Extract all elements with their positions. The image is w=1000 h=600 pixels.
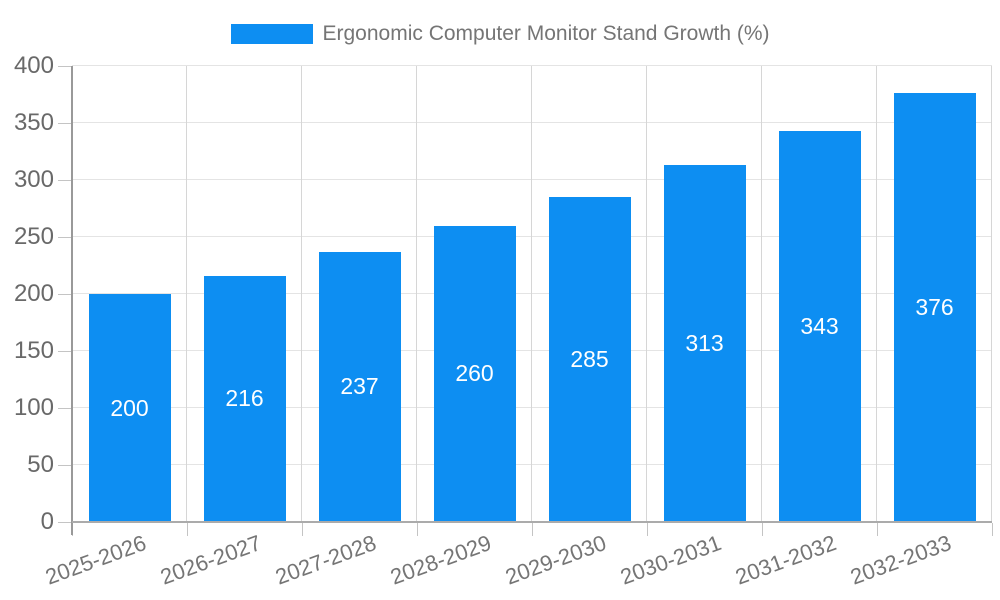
x-axis-category-label: 2032-2033 bbox=[847, 530, 955, 590]
legend: Ergonomic Computer Monitor Stand Growth … bbox=[0, 21, 1000, 47]
legend-item[interactable]: Ergonomic Computer Monitor Stand Growth … bbox=[230, 21, 770, 47]
x-axis-category-label: 2029-2030 bbox=[502, 530, 610, 590]
y-axis-tick bbox=[58, 237, 72, 238]
y-axis-tick bbox=[58, 294, 72, 295]
y-axis-line bbox=[71, 66, 73, 535]
y-axis-tick bbox=[58, 465, 72, 466]
x-axis-tick bbox=[762, 523, 763, 536]
x-gridline bbox=[186, 66, 187, 522]
bar[interactable]: 260 bbox=[433, 225, 516, 522]
bar-value-label: 237 bbox=[340, 373, 379, 400]
plot-area: 200 216 237 260 285 313 343 376 bbox=[72, 65, 992, 522]
x-axis-tick bbox=[647, 523, 648, 536]
x-axis-category-label: 2026-2027 bbox=[157, 530, 265, 590]
y-gridline bbox=[72, 65, 992, 66]
y-axis-tick-label: 250 bbox=[13, 223, 54, 250]
x-gridline bbox=[531, 66, 532, 522]
x-axis-category-label: 2031-2032 bbox=[732, 530, 840, 590]
bar-value-label: 285 bbox=[570, 346, 609, 373]
bar[interactable]: 313 bbox=[663, 165, 746, 522]
bar-value-label: 260 bbox=[455, 360, 494, 387]
x-axis-tick bbox=[532, 523, 533, 536]
x-axis-category-label: 2028-2029 bbox=[387, 530, 495, 590]
bar-value-label: 376 bbox=[915, 294, 954, 321]
y-gridline bbox=[72, 179, 992, 180]
bar[interactable]: 343 bbox=[778, 130, 861, 522]
y-axis-tick-label: 300 bbox=[13, 166, 54, 193]
y-axis-tick bbox=[58, 180, 72, 181]
y-axis-tick-label: 200 bbox=[13, 280, 54, 307]
y-gridline bbox=[72, 236, 992, 237]
x-gridline bbox=[646, 66, 647, 522]
bar-value-label: 343 bbox=[800, 312, 839, 339]
bar[interactable]: 216 bbox=[203, 275, 286, 522]
x-axis-line bbox=[72, 521, 992, 523]
bar[interactable]: 237 bbox=[318, 251, 401, 522]
y-gridline bbox=[72, 350, 992, 351]
bar-value-label: 216 bbox=[225, 385, 264, 412]
bar-value-label: 200 bbox=[110, 394, 149, 421]
x-axis-tick bbox=[187, 523, 188, 536]
y-axis-tick bbox=[58, 123, 72, 124]
x-axis-tick bbox=[992, 523, 993, 536]
bar[interactable]: 200 bbox=[88, 294, 171, 522]
y-axis-tick bbox=[58, 351, 72, 352]
y-gridline bbox=[72, 122, 992, 123]
y-axis-tick bbox=[58, 408, 72, 409]
y-axis-tick-label: 350 bbox=[13, 109, 54, 136]
x-gridline bbox=[301, 66, 302, 522]
x-axis-tick bbox=[302, 523, 303, 536]
x-axis-category-label: 2030-2031 bbox=[617, 530, 725, 590]
y-gridline bbox=[72, 407, 992, 408]
y-axis-tick-label: 150 bbox=[13, 337, 54, 364]
bar[interactable]: 376 bbox=[893, 93, 976, 522]
y-axis-tick-label: 100 bbox=[13, 394, 54, 421]
legend-label: Ergonomic Computer Monitor Stand Growth … bbox=[322, 22, 770, 45]
y-axis-tick-label: 50 bbox=[27, 451, 54, 478]
y-axis-tick bbox=[58, 522, 72, 523]
x-gridline bbox=[416, 66, 417, 522]
y-axis-tick-label: 0 bbox=[40, 508, 54, 535]
y-gridline bbox=[72, 293, 992, 294]
x-gridline bbox=[991, 66, 992, 522]
y-gridline bbox=[72, 464, 992, 465]
x-axis-tick bbox=[417, 523, 418, 536]
y-axis-tick-label: 400 bbox=[13, 52, 54, 79]
x-axis-tick bbox=[877, 523, 878, 536]
bar[interactable]: 285 bbox=[548, 197, 631, 522]
y-axis-tick bbox=[58, 66, 72, 67]
x-gridline bbox=[761, 66, 762, 522]
x-axis-category-label: 2025-2026 bbox=[42, 530, 150, 590]
x-axis-category-label: 2027-2028 bbox=[272, 530, 380, 590]
x-gridline bbox=[876, 66, 877, 522]
legend-swatch-icon bbox=[230, 24, 313, 44]
bar-value-label: 313 bbox=[685, 330, 724, 357]
